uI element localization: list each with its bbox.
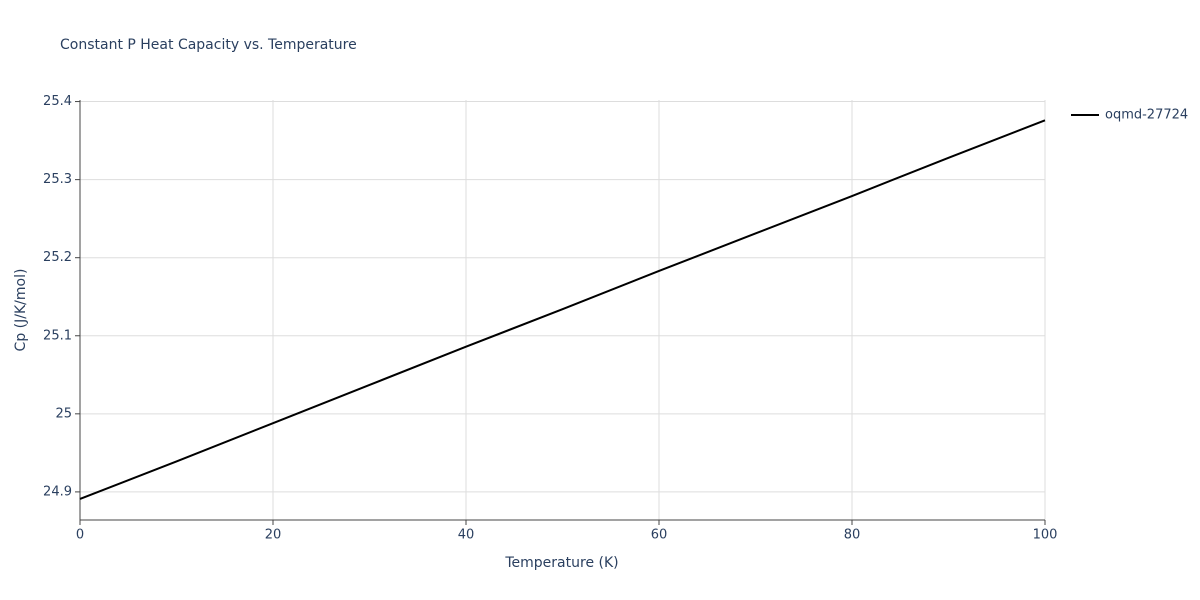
x-tick-label: 80 xyxy=(844,528,861,543)
y-tick-label: 25.1 xyxy=(43,328,72,343)
x-tick-label: 60 xyxy=(651,528,668,543)
data-line xyxy=(79,119,1046,500)
x-tick-label: 0 xyxy=(76,528,84,543)
y-tick-label: 25.4 xyxy=(43,94,72,109)
y-tick-label: 25.2 xyxy=(43,250,72,265)
y-axis-title: Cp (J/K/mol) xyxy=(13,269,29,352)
y-tick-label: 24.9 xyxy=(43,484,72,499)
x-tick-label: 20 xyxy=(265,528,282,543)
legend-label: oqmd-27724 xyxy=(1105,108,1188,123)
y-tick-label: 25 xyxy=(55,406,72,421)
y-tick-label: 25.3 xyxy=(43,172,72,187)
x-tick-label: 40 xyxy=(458,528,475,543)
chart-title: Constant P Heat Capacity vs. Temperature xyxy=(60,37,357,53)
x-axis-title: Temperature (K) xyxy=(504,555,618,571)
x-tick-label: 100 xyxy=(1033,528,1058,543)
